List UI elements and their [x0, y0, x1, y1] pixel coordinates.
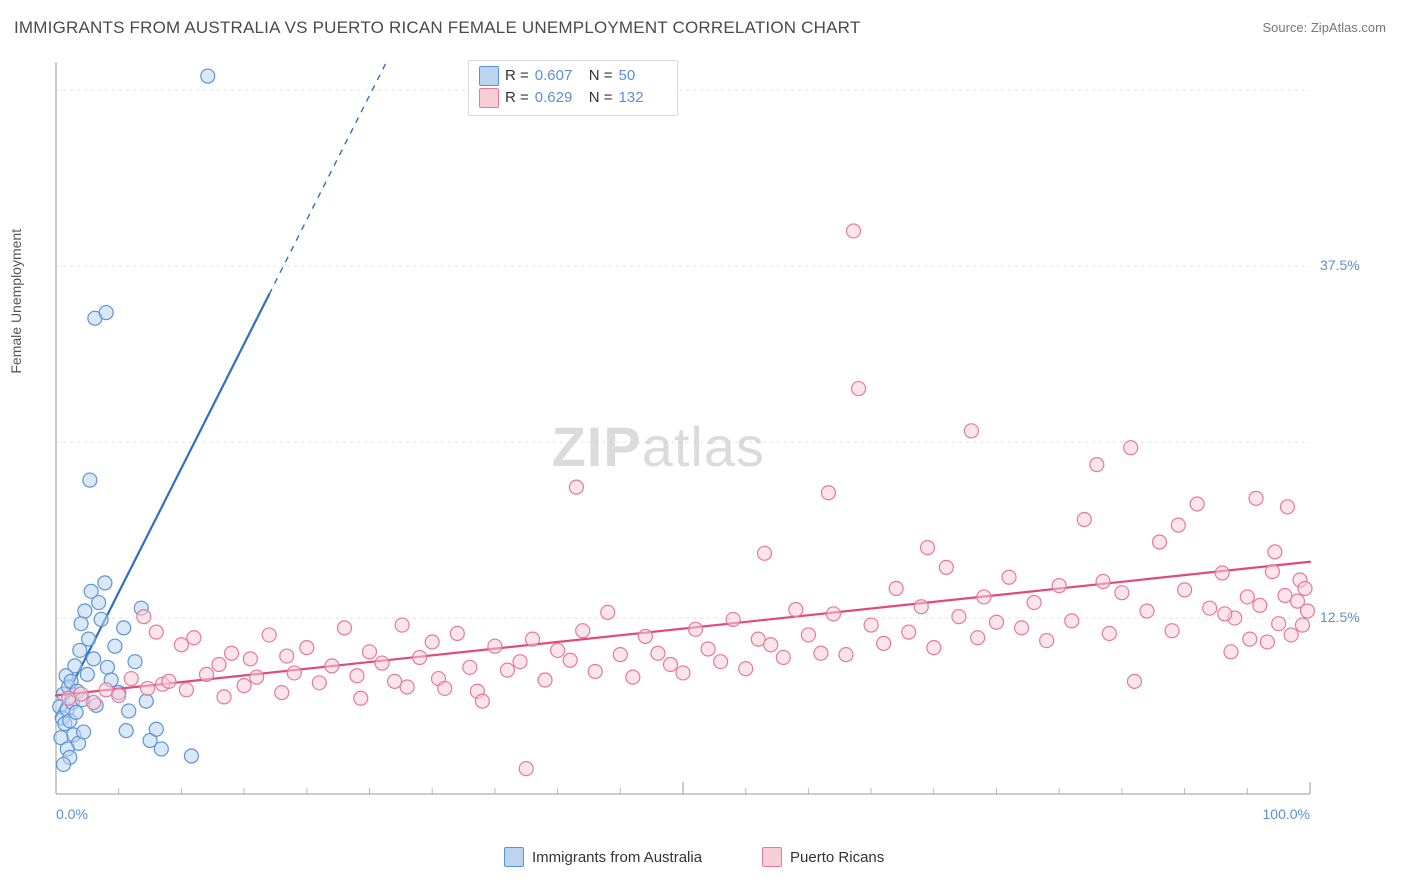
legend-item-puerto_rican: Puerto Ricans	[762, 847, 884, 867]
legend-swatch	[479, 88, 499, 108]
legend-row-australia: R = 0.607 N = 50	[479, 65, 667, 87]
scatter-plot	[50, 58, 1358, 828]
source-prefix: Source:	[1262, 20, 1310, 35]
legend-label: Immigrants from Australia	[532, 849, 702, 866]
source-link[interactable]: ZipAtlas.com	[1311, 20, 1386, 35]
axis-tick-label: 100.0%	[1263, 806, 1310, 822]
correlation-legend: R = 0.607 N = 50R = 0.629 N = 132	[468, 60, 678, 116]
axis-tick-label: 0.0%	[56, 806, 88, 822]
legend-swatch	[762, 847, 782, 867]
axis-tick-label: 12.5%	[1320, 609, 1360, 625]
source-attribution: Source: ZipAtlas.com	[1262, 20, 1386, 35]
legend-n-value: 50	[619, 65, 667, 87]
legend-r-prefix: R =	[505, 87, 529, 109]
y-axis-label: Female Unemployment	[8, 229, 24, 374]
legend-n-value: 132	[619, 87, 667, 109]
legend-r-value: 0.629	[535, 87, 583, 109]
axis-tick-label: 37.5%	[1320, 257, 1360, 273]
legend-swatch	[479, 66, 499, 86]
series-legend: Immigrants from Australia Puerto Ricans	[504, 847, 884, 867]
legend-item-australia: Immigrants from Australia	[504, 847, 702, 867]
chart-title: IMMIGRANTS FROM AUSTRALIA VS PUERTO RICA…	[14, 18, 860, 38]
legend-n-prefix: N =	[589, 65, 613, 87]
legend-row-puerto_rican: R = 0.629 N = 132	[479, 87, 667, 109]
legend-r-value: 0.607	[535, 65, 583, 87]
legend-n-prefix: N =	[589, 87, 613, 109]
legend-swatch	[504, 847, 524, 867]
legend-r-prefix: R =	[505, 65, 529, 87]
legend-label: Puerto Ricans	[790, 849, 884, 866]
